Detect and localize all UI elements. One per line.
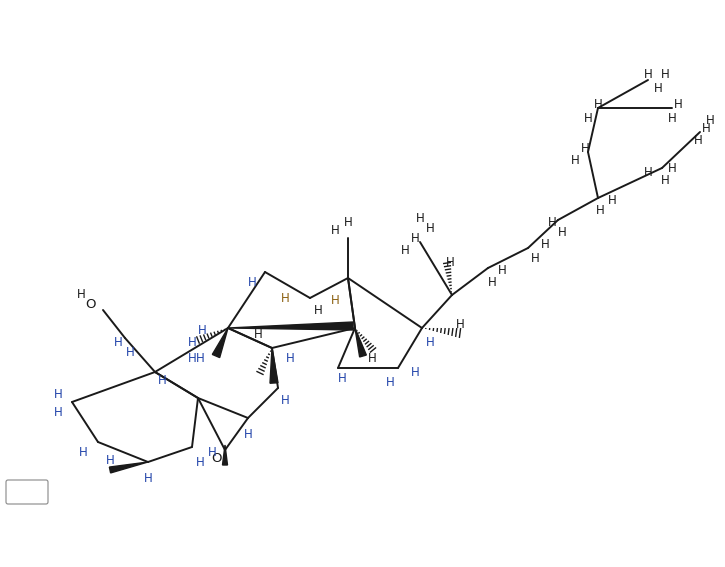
Text: H: H: [584, 112, 592, 125]
Text: H: H: [386, 375, 394, 388]
Text: H: H: [77, 289, 86, 302]
Text: H: H: [410, 366, 419, 379]
Text: H: H: [338, 371, 347, 384]
Polygon shape: [228, 322, 353, 330]
Text: H: H: [54, 407, 62, 420]
Text: H: H: [286, 352, 294, 365]
Polygon shape: [355, 328, 366, 357]
FancyBboxPatch shape: [6, 480, 48, 504]
Polygon shape: [270, 348, 278, 383]
Text: H: H: [401, 243, 410, 256]
Text: H: H: [78, 446, 88, 459]
Text: Ab: Ab: [15, 484, 30, 497]
Text: H: H: [541, 239, 550, 252]
Text: H: H: [54, 388, 62, 401]
Text: H: H: [674, 99, 682, 112]
Text: H: H: [705, 113, 714, 126]
Text: H: H: [248, 276, 257, 289]
Text: H: H: [644, 69, 652, 82]
Text: H: H: [410, 231, 419, 244]
Text: H: H: [281, 291, 289, 304]
Text: H: H: [426, 222, 434, 235]
Text: H: H: [314, 303, 323, 316]
Text: H: H: [207, 446, 216, 459]
Text: H: H: [594, 99, 602, 112]
Text: H: H: [660, 69, 669, 82]
Text: H: H: [125, 345, 134, 358]
Text: H: H: [596, 204, 605, 217]
Text: H: H: [488, 276, 497, 289]
Text: H: H: [196, 455, 204, 468]
Text: H: H: [426, 336, 434, 349]
Text: H: H: [188, 352, 196, 365]
Polygon shape: [109, 462, 148, 473]
Text: H: H: [198, 324, 207, 336]
Text: H: H: [571, 154, 579, 167]
Text: H: H: [644, 166, 652, 179]
Text: H: H: [558, 226, 566, 239]
Text: H: H: [196, 352, 204, 365]
Text: H: H: [660, 174, 669, 187]
Text: O: O: [212, 451, 223, 464]
Text: H: H: [581, 142, 589, 154]
Text: H: H: [415, 211, 424, 225]
Text: H: H: [157, 374, 166, 387]
Text: H: H: [188, 336, 196, 349]
Text: H: H: [608, 193, 616, 206]
Text: H: H: [668, 112, 676, 125]
Text: H: H: [497, 264, 506, 277]
Text: H: H: [654, 82, 663, 95]
Text: H: H: [254, 328, 262, 341]
Text: H: H: [344, 215, 352, 229]
Text: H: H: [702, 121, 710, 134]
Text: H: H: [114, 336, 123, 349]
Text: H: H: [144, 472, 152, 484]
Text: H: H: [281, 393, 289, 407]
Text: H: H: [455, 319, 465, 332]
Text: H: H: [331, 223, 339, 236]
Text: H: H: [547, 215, 556, 229]
Polygon shape: [223, 445, 228, 465]
Text: H: H: [694, 133, 703, 146]
Text: H: H: [106, 454, 115, 467]
Text: H: H: [446, 256, 455, 269]
Text: H: H: [331, 294, 339, 307]
Text: H: H: [368, 352, 376, 365]
Text: O: O: [86, 298, 96, 311]
Text: H: H: [668, 162, 676, 175]
Text: H: H: [244, 429, 252, 442]
Polygon shape: [212, 328, 228, 358]
Text: H: H: [531, 252, 539, 264]
